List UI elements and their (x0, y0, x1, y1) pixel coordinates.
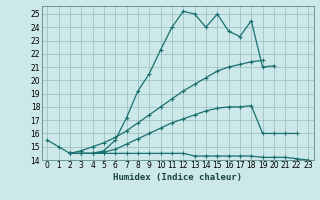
X-axis label: Humidex (Indice chaleur): Humidex (Indice chaleur) (113, 173, 242, 182)
